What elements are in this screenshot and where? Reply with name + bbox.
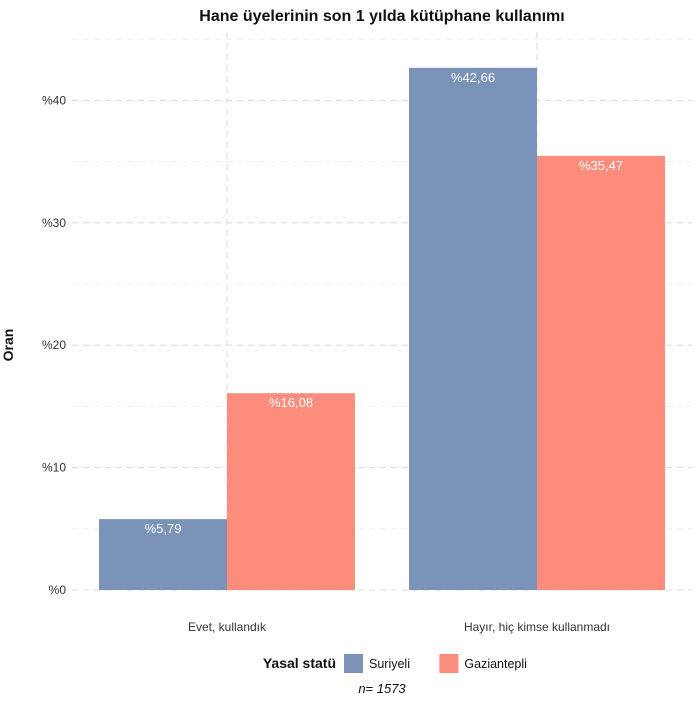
chart-caption: n= 1573 [358,681,406,696]
bars [99,67,665,590]
legend-swatch [344,654,363,673]
bar-gaziantepli [537,155,665,590]
y-tick-label: %10 [42,461,66,475]
legend: Yasal statü Suriyeli Gaziantepli [263,654,527,673]
y-tick-label: %20 [42,338,66,352]
bar-suriyeli [99,519,227,590]
legend-swatch [439,654,459,673]
bar-labels: %5,79 %42,66 %16,08 %35,47 [145,70,623,536]
legend-items: Suriyeli Gaziantepli [344,654,527,673]
bar-value-label: %35,47 [579,158,623,173]
y-tick-label: %40 [42,93,66,107]
bar-gaziantepli [227,393,355,590]
bar-value-label: %16,08 [269,395,313,410]
legend-label: Suriyeli [369,657,410,671]
y-axis-ticks: %0 %10 %20 %30 %40 [42,93,66,597]
y-tick-label: %0 [49,583,67,597]
x-axis-ticks: Evet, kullandık Hayır, hiç kimse kullanma… [188,620,610,634]
y-tick-label: %30 [42,216,66,230]
bar-suriyeli [409,67,537,590]
legend-label: Gaziantepli [464,657,527,671]
y-axis-title: Oran [0,329,16,362]
chart-title: Hane üyelerinin son 1 yılda kütüphane ku… [199,8,564,25]
bar-value-label: %42,66 [451,70,495,85]
bar-value-label: %5,79 [145,521,182,536]
x-tick-label: Evet, kullandık [188,620,267,634]
x-tick-label: Hayır, hiç kimse kullanmadı [464,620,610,634]
legend-title: Yasal statü [263,655,336,671]
